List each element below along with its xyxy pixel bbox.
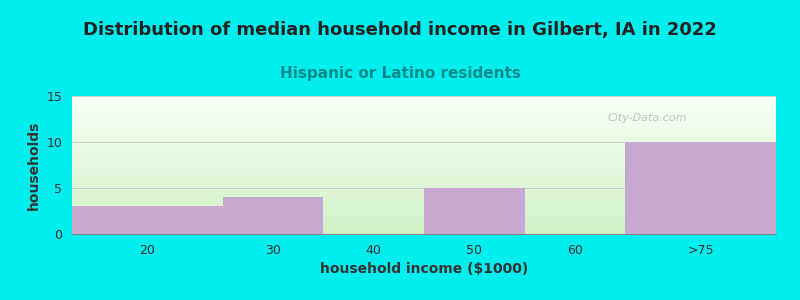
Bar: [625, 142, 776, 234]
Text: Hispanic or Latino residents: Hispanic or Latino residents: [279, 66, 521, 81]
Bar: [424, 188, 525, 234]
Text: Distribution of median household income in Gilbert, IA in 2022: Distribution of median household income …: [83, 21, 717, 39]
X-axis label: household income ($1000): household income ($1000): [320, 262, 528, 276]
Y-axis label: households: households: [27, 120, 41, 210]
Text: City-Data.com: City-Data.com: [607, 112, 686, 123]
Bar: [223, 197, 323, 234]
Bar: [72, 206, 223, 234]
